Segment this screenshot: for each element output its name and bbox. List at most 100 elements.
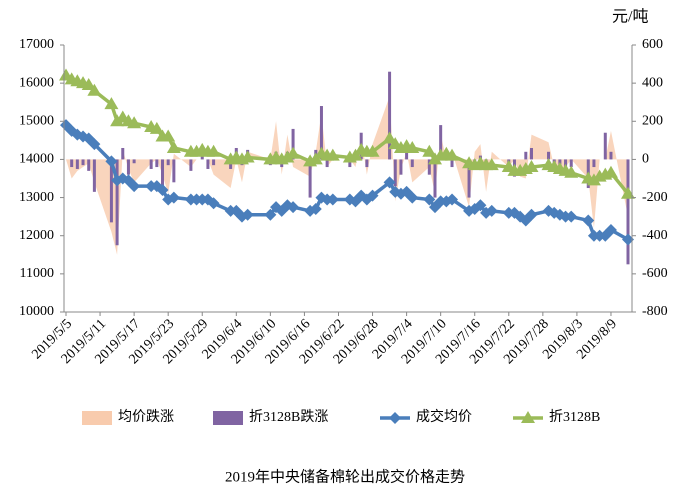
bar bbox=[70, 159, 74, 168]
bar bbox=[172, 159, 176, 183]
area bbox=[66, 96, 628, 255]
point bbox=[149, 121, 164, 134]
bar bbox=[87, 159, 91, 171]
bar bbox=[524, 151, 528, 160]
point bbox=[128, 180, 141, 193]
bar bbox=[206, 159, 210, 169]
point bbox=[167, 191, 180, 204]
point bbox=[405, 140, 420, 153]
y2-tick-label: -600 bbox=[642, 266, 668, 281]
bar bbox=[126, 159, 130, 175]
point bbox=[366, 189, 379, 202]
bar bbox=[603, 132, 607, 160]
bar bbox=[155, 159, 159, 168]
y-tick-label: 13000 bbox=[19, 190, 54, 205]
legend-label: 折3128B跌涨 bbox=[249, 409, 328, 425]
point bbox=[156, 183, 169, 196]
point bbox=[422, 144, 437, 157]
point bbox=[474, 199, 487, 212]
y-tick-label: 10000 bbox=[19, 304, 54, 319]
y-tick-label: 17000 bbox=[19, 37, 54, 52]
bar bbox=[439, 125, 443, 160]
bar bbox=[529, 147, 533, 160]
y2-unit: 元/吨 bbox=[612, 8, 648, 26]
point bbox=[524, 160, 539, 173]
legend-label: 成交均价 bbox=[416, 408, 472, 425]
y-tick-label: 11000 bbox=[20, 266, 54, 281]
legend-swatch bbox=[213, 411, 243, 425]
point bbox=[325, 148, 340, 161]
bar bbox=[365, 159, 369, 168]
bar bbox=[450, 159, 454, 168]
bar bbox=[547, 151, 551, 160]
y-tick-label: 12000 bbox=[19, 228, 54, 243]
point bbox=[87, 83, 102, 96]
point bbox=[525, 208, 538, 221]
bar bbox=[433, 159, 437, 198]
y2-tick-label: -800 bbox=[642, 304, 668, 319]
bar bbox=[393, 159, 397, 187]
point bbox=[485, 204, 498, 217]
bar bbox=[325, 159, 329, 168]
bar bbox=[626, 159, 630, 265]
point bbox=[622, 233, 634, 246]
bar bbox=[405, 151, 409, 160]
point bbox=[161, 129, 176, 142]
bar bbox=[109, 159, 113, 223]
point bbox=[423, 193, 436, 206]
point bbox=[207, 197, 220, 210]
point bbox=[166, 140, 181, 153]
bar bbox=[149, 159, 153, 169]
point bbox=[445, 148, 460, 161]
legend-swatch bbox=[82, 411, 112, 425]
bar bbox=[319, 106, 323, 160]
point bbox=[604, 223, 617, 236]
bar bbox=[564, 159, 568, 168]
point bbox=[81, 78, 96, 91]
bar bbox=[467, 159, 471, 198]
y-tick-label: 16000 bbox=[19, 75, 54, 90]
bar bbox=[212, 159, 216, 166]
point bbox=[406, 191, 419, 204]
bar bbox=[291, 128, 295, 160]
bar bbox=[81, 159, 85, 166]
point bbox=[287, 201, 300, 214]
y2-tick-label: 0 bbox=[642, 152, 649, 167]
bar bbox=[609, 151, 613, 160]
point bbox=[326, 193, 339, 206]
point bbox=[365, 144, 380, 157]
plot bbox=[59, 68, 635, 424]
bar bbox=[75, 159, 79, 169]
line bbox=[65, 74, 630, 195]
y2-tick-label: 600 bbox=[642, 37, 663, 52]
y-tick-label: 15000 bbox=[19, 114, 54, 129]
y2-tick-label: 200 bbox=[642, 114, 663, 129]
y-tick-label: 14000 bbox=[19, 152, 54, 167]
bar bbox=[348, 159, 352, 168]
y2-tick-label: -200 bbox=[642, 190, 668, 205]
bar bbox=[115, 159, 119, 246]
point bbox=[286, 146, 301, 159]
point bbox=[104, 97, 119, 110]
point bbox=[60, 119, 72, 132]
point bbox=[105, 155, 118, 168]
bar bbox=[427, 159, 431, 175]
bar bbox=[121, 147, 125, 160]
point bbox=[383, 176, 396, 189]
point bbox=[88, 138, 101, 151]
point bbox=[309, 203, 322, 216]
point bbox=[127, 116, 142, 129]
bar bbox=[308, 159, 312, 198]
point bbox=[564, 165, 579, 178]
y2-tick-label: 400 bbox=[642, 75, 663, 90]
point bbox=[240, 150, 255, 163]
bar bbox=[132, 159, 136, 164]
bar bbox=[410, 159, 414, 168]
point bbox=[241, 208, 254, 221]
legend-label: 折3128B bbox=[549, 409, 600, 425]
bar bbox=[166, 159, 170, 166]
bar bbox=[592, 159, 596, 168]
chart-title: 2019年中央储备棉轮出成交价格走势 bbox=[225, 467, 465, 485]
point bbox=[206, 144, 221, 157]
